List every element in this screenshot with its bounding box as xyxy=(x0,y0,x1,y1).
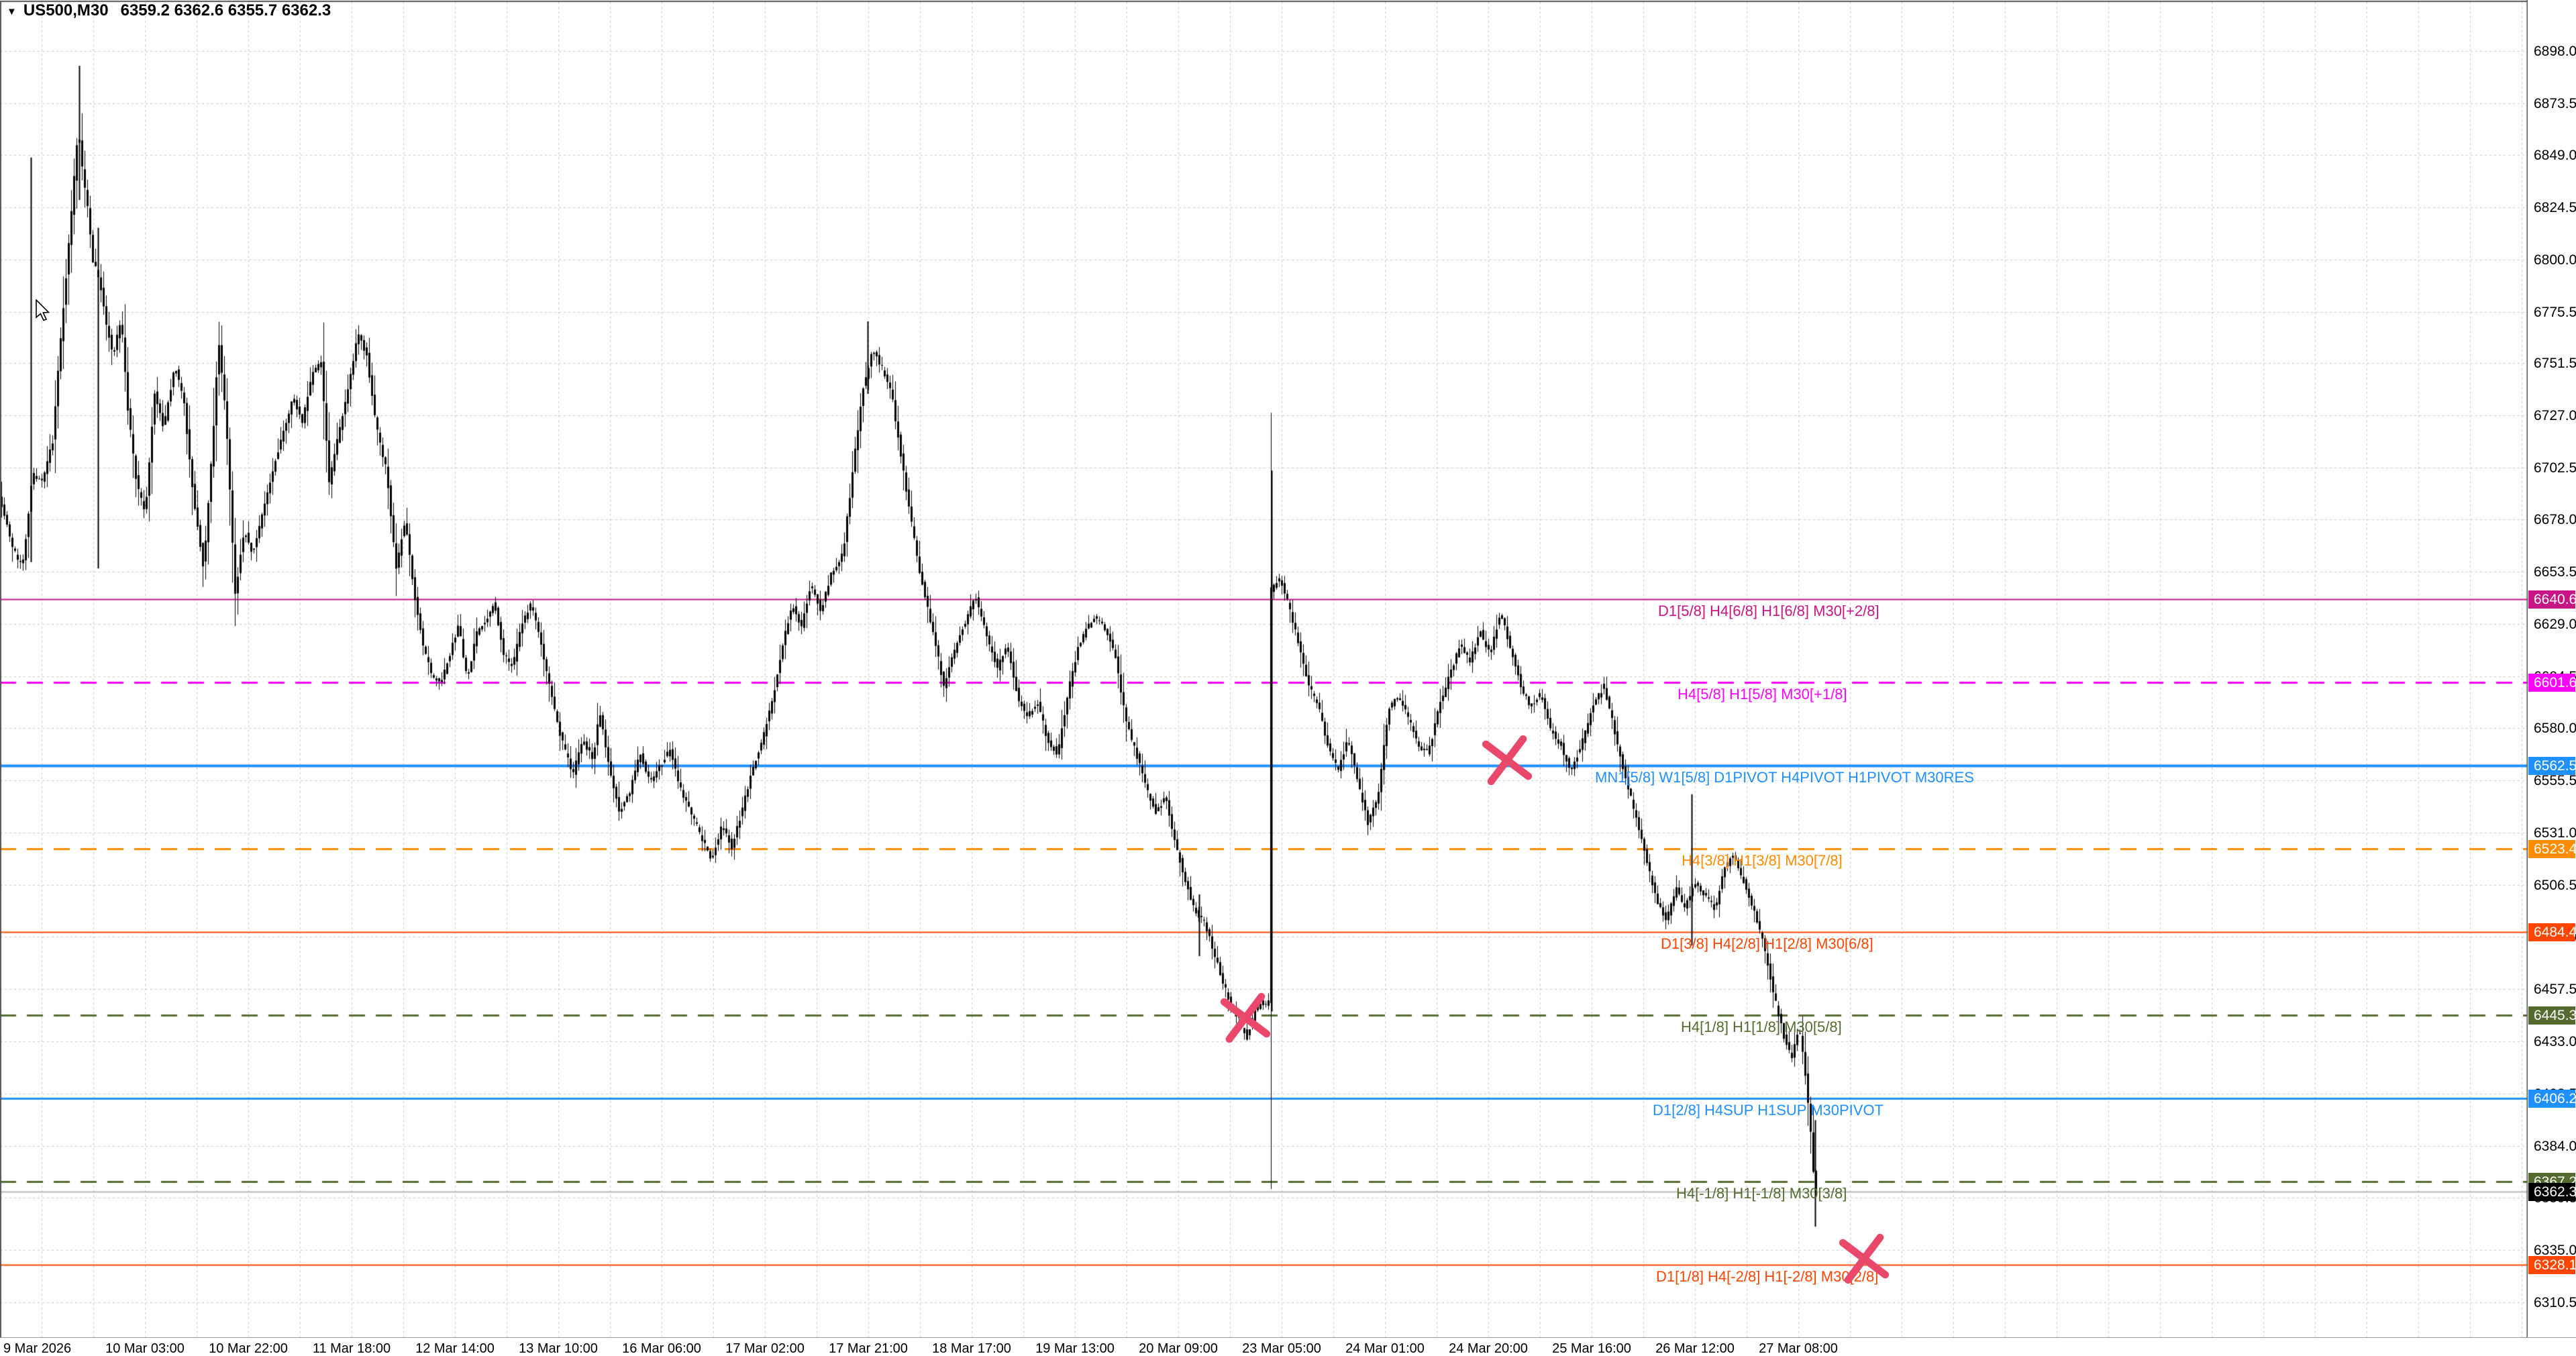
pivot-price-badge: 6484.4 xyxy=(2528,923,2576,941)
x-marker-icon[interactable] xyxy=(1837,1232,1890,1285)
pivot-line-label: H4[3/8] H1[3/8] M30[7/8] xyxy=(1682,852,1843,869)
collapse-ohlc-icon[interactable]: ▼ xyxy=(7,5,17,17)
time-tick-label: 26 Mar 12:00 xyxy=(1655,1341,1735,1356)
price-tick-label: 6555.5 xyxy=(2534,773,2576,788)
price-tick-label: 6775.5 xyxy=(2534,305,2576,320)
price-tick-label: 6335.0 xyxy=(2534,1243,2576,1258)
symbol-timeframe-label: US500,M30 xyxy=(23,1,109,19)
price-tick-label: 6457.5 xyxy=(2534,982,2576,997)
price-tick-label: 6629.0 xyxy=(2534,617,2576,632)
price-tick-label: 6384.0 xyxy=(2534,1139,2576,1154)
price-tick-label: 6873.5 xyxy=(2534,96,2576,111)
pivot-price-badge: 6445.3 xyxy=(2528,1006,2576,1025)
price-tick-label: 6433.0 xyxy=(2534,1034,2576,1049)
time-tick-label: 9 Mar 2026 xyxy=(3,1341,72,1356)
time-tick-label: 16 Mar 06:00 xyxy=(622,1341,701,1356)
pivot-line-label: H4[1/8] H1[1/8] M30[5/8] xyxy=(1681,1019,1842,1035)
pivot-price-badge: 6640.6 xyxy=(2528,590,2576,609)
price-tick-label: 6580.0 xyxy=(2534,721,2576,736)
time-tick-label: 24 Mar 20:00 xyxy=(1449,1341,1528,1356)
chart-title-bar: ▼ US500,M30 6359.2 6362.6 6355.7 6362.3 xyxy=(7,1,331,20)
price-tick-label: 6506.5 xyxy=(2534,878,2576,893)
price-tick-label: 6727.0 xyxy=(2534,408,2576,423)
pivot-line-label: MN1[5/8] W1[5/8] D1PIVOT H4PIVOT H1PIVOT… xyxy=(1595,769,1974,786)
price-tick-label: 6678.0 xyxy=(2534,512,2576,527)
time-tick-label: 25 Mar 16:00 xyxy=(1552,1341,1631,1356)
time-axis[interactable]: 9 Mar 2026 10 Mar 03:00 10 Mar 22:00 11 Mar… xyxy=(0,1338,2576,1356)
time-tick-label: 11 Mar 18:00 xyxy=(312,1341,391,1356)
price-tick-label: 6824.5 xyxy=(2534,200,2576,215)
pivot-line-label: D1[3/8] H4[2/8] H1[2/8] M30[6/8] xyxy=(1661,935,1873,952)
pivot-line-label: H4[-1/8] H1[-1/8] M30[3/8] xyxy=(1676,1185,1847,1202)
time-tick-label: 17 Mar 21:00 xyxy=(829,1341,908,1356)
price-tick-label: 6653.5 xyxy=(2534,564,2576,580)
time-tick-label: 18 Mar 17:00 xyxy=(932,1341,1011,1356)
time-tick-label: 12 Mar 14:00 xyxy=(415,1341,495,1356)
time-tick-label: 27 Mar 08:00 xyxy=(1759,1341,1838,1356)
price-tick-label: 6310.5 xyxy=(2534,1295,2576,1310)
time-tick-label: 10 Mar 22:00 xyxy=(209,1341,288,1356)
time-tick-label: 17 Mar 02:00 xyxy=(725,1341,805,1356)
pivot-line-label: D1[5/8] H4[6/8] H1[6/8] M30[+2/8] xyxy=(1658,603,1879,619)
price-tick-label: 6800.0 xyxy=(2534,252,2576,268)
x-marker-icon[interactable] xyxy=(1219,991,1272,1044)
price-tick-label: 6751.5 xyxy=(2534,356,2576,371)
time-tick-label: 24 Mar 01:00 xyxy=(1345,1341,1425,1356)
pivot-line-label: D1[2/8] H4SUP H1SUP M30PIVOT xyxy=(1653,1102,1884,1118)
x-marker-icon[interactable] xyxy=(1480,733,1533,786)
time-tick-label: 20 Mar 09:00 xyxy=(1139,1341,1218,1356)
price-tick-label: 6898.0 xyxy=(2534,44,2576,59)
price-axis[interactable]: 6898.0 6873.5 6849.0 6824.5 6800.0 6775.5 6751… xyxy=(2528,0,2576,1337)
pivot-price-badge: 6601.6 xyxy=(2528,674,2576,692)
time-tick-label: 13 Mar 10:00 xyxy=(519,1341,598,1356)
pivot-line-label: H4[5/8] H1[5/8] M30[+1/8] xyxy=(1678,686,1847,702)
time-tick-label: 10 Mar 03:00 xyxy=(105,1341,185,1356)
pivot-price-badge: 6523.4 xyxy=(2528,840,2576,858)
pivot-price-badge: 6562.5 xyxy=(2528,757,2576,775)
time-tick-label: 19 Mar 13:00 xyxy=(1035,1341,1115,1356)
bid-price-badge: 6362.3 xyxy=(2528,1183,2576,1201)
pivot-price-badge: 6406.2 xyxy=(2528,1090,2576,1108)
mouse-cursor xyxy=(36,299,50,321)
price-tick-label: 6849.0 xyxy=(2534,148,2576,163)
ohlc-values: 6359.2 6362.6 6355.7 6362.3 xyxy=(120,1,331,19)
pivot-price-badge: 6328.1 xyxy=(2528,1256,2576,1274)
pivot-line-label: D1[1/8] H4[-2/8] H1[-2/8] M30[2/8] xyxy=(1656,1268,1879,1285)
price-tick-label: 6702.5 xyxy=(2534,460,2576,476)
time-tick-label: 23 Mar 05:00 xyxy=(1242,1341,1321,1356)
price-tick-label: 6531.0 xyxy=(2534,825,2576,841)
